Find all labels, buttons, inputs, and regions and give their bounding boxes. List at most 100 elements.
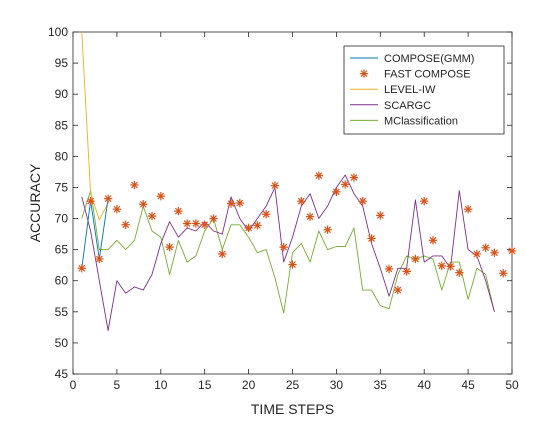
data-point — [139, 200, 148, 209]
asterisk-stroke — [350, 174, 358, 181]
asterisk-stroke — [148, 212, 156, 220]
data-point — [174, 206, 183, 216]
data-point — [244, 223, 253, 233]
asterisk-stroke — [376, 212, 384, 219]
x-tick-label: 10 — [154, 378, 168, 392]
asterisk-stroke — [482, 244, 490, 252]
data-point — [490, 248, 499, 257]
data-point — [288, 260, 297, 269]
series-line-compose-gmm — [81, 198, 109, 269]
asterisk-stroke — [139, 200, 147, 208]
asterisk-stroke — [499, 269, 507, 277]
legend-label: SCARGC — [384, 100, 431, 112]
data-point — [279, 242, 288, 252]
x-tick-label: 35 — [374, 378, 388, 392]
asterisk-stroke — [253, 221, 261, 229]
data-point — [393, 285, 403, 295]
asterisk-stroke — [394, 286, 402, 294]
data-point — [112, 205, 122, 214]
x-tick-label: 5 — [114, 378, 121, 392]
asterisk-stroke — [306, 213, 314, 221]
asterisk-stroke — [385, 265, 393, 273]
series-fast-compose — [77, 171, 517, 295]
y-tick-label: 75 — [55, 180, 69, 194]
asterisk-stroke — [166, 243, 173, 251]
data-point — [253, 221, 262, 230]
data-point — [226, 199, 236, 208]
asterisk-stroke — [455, 269, 463, 277]
data-point — [95, 254, 104, 264]
data-point — [463, 205, 473, 214]
y-tick-label: 55 — [55, 305, 69, 319]
asterisk-stroke — [218, 250, 226, 258]
asterisk-stroke — [104, 195, 112, 203]
data-point — [261, 209, 271, 219]
data-point — [358, 196, 367, 206]
data-point — [165, 242, 174, 252]
asterisk-stroke — [491, 249, 498, 257]
data-point — [297, 196, 306, 206]
data-point — [270, 181, 280, 190]
data-point — [332, 187, 341, 197]
data-point — [156, 191, 165, 201]
asterisk-stroke — [271, 182, 279, 189]
x-tick-label: 40 — [418, 378, 432, 392]
series-line-scargc — [81, 174, 495, 331]
data-point — [121, 220, 130, 229]
legend-label: COMPOSE(GMM) — [384, 53, 474, 65]
data-point — [507, 246, 517, 256]
data-point — [402, 267, 411, 276]
asterisk-stroke — [289, 261, 296, 268]
asterisk-stroke — [78, 264, 86, 272]
asterisk-stroke — [360, 70, 368, 77]
data-point — [191, 219, 201, 228]
y-tick-label: 60 — [55, 274, 69, 288]
y-axis-title: ACCURACY — [27, 163, 43, 242]
data-point — [481, 243, 490, 252]
data-point — [428, 236, 438, 245]
y-tick-label: 65 — [55, 243, 69, 257]
asterisk-stroke — [420, 197, 428, 205]
x-tick-label: 50 — [505, 378, 519, 392]
asterisk-stroke — [192, 220, 200, 227]
x-tick-label: 15 — [198, 378, 212, 392]
data-point — [446, 262, 455, 271]
asterisk-stroke — [447, 263, 454, 270]
y-tick-label: 90 — [55, 87, 69, 101]
legend: COMPOSE(GMM) FAST COMPOSE LEVEL-IW SCARGC MC… — [343, 45, 505, 135]
series-line-level-iw — [81, 31, 109, 221]
legend-label: FAST COMPOSE — [384, 69, 471, 81]
asterisk-stroke — [236, 199, 244, 207]
asterisk-stroke — [262, 210, 270, 218]
data-point — [499, 269, 508, 278]
data-point — [384, 264, 394, 274]
data-point — [411, 254, 420, 264]
data-point — [86, 196, 95, 206]
asterisk-stroke — [113, 205, 121, 213]
asterisk-stroke — [280, 243, 288, 251]
x-tick-label: 25 — [286, 378, 300, 392]
asterisk-stroke — [429, 236, 437, 244]
data-point — [77, 264, 86, 273]
data-point — [420, 196, 429, 206]
data-point — [218, 249, 227, 259]
asterisk-stroke — [473, 250, 481, 258]
asterisk-stroke — [315, 172, 323, 180]
asterisk-stroke — [368, 235, 375, 242]
asterisk-stroke — [210, 215, 217, 222]
data-point — [472, 249, 482, 259]
asterisk-stroke — [403, 268, 411, 275]
x-tick-label: 45 — [461, 378, 475, 392]
x-tick-label: 20 — [242, 378, 256, 392]
asterisk-stroke — [341, 180, 349, 188]
asterisk-stroke — [297, 197, 305, 205]
y-tick-label: 45 — [55, 367, 69, 381]
asterisk-stroke — [157, 192, 165, 200]
data-point — [147, 211, 157, 221]
y-tick-label: 70 — [55, 212, 69, 226]
asterisk-stroke — [333, 188, 340, 196]
asterisk-stroke — [87, 197, 94, 205]
asterisk-stroke — [122, 221, 130, 229]
legend-marker — [359, 69, 369, 78]
